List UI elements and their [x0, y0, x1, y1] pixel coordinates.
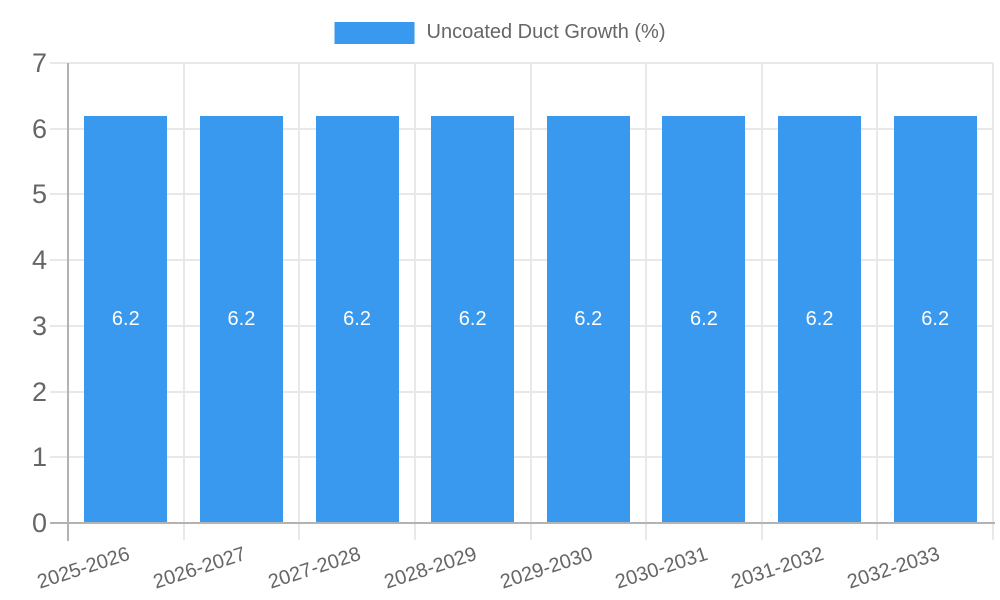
x-gridline — [413, 63, 416, 523]
bar-value-label: 6.2 — [805, 307, 834, 330]
y-tick-mark — [50, 390, 68, 393]
x-tick-mark — [529, 523, 532, 540]
bar-value-label: 6.2 — [343, 307, 371, 330]
bar-value-label: 6.2 — [574, 307, 603, 330]
x-tick-label: 2029-2030 — [497, 543, 596, 594]
bar-value-label: 6.2 — [921, 307, 950, 330]
x-tick-mark — [876, 523, 879, 540]
y-tick-label: 0 — [31, 508, 47, 538]
x-tick-label: 2025-2026 — [34, 543, 133, 594]
bar-value-label: 6.2 — [690, 307, 718, 330]
bar[interactable]: 6.2 — [662, 115, 746, 523]
y-tick-mark — [50, 324, 68, 327]
x-axis-line — [68, 522, 995, 524]
bar[interactable]: 6.2 — [315, 115, 399, 523]
x-tick-mark — [760, 523, 763, 540]
x-gridline — [529, 63, 532, 523]
x-tick-mark — [298, 523, 301, 540]
bar[interactable]: 6.2 — [893, 115, 977, 523]
y-tick-mark — [50, 259, 68, 262]
bar[interactable]: 6.2 — [199, 115, 283, 523]
y-tick-mark — [50, 193, 68, 196]
y-tick-mark — [50, 522, 68, 524]
x-tick-label: 2032-2033 — [844, 543, 942, 594]
x-tick-label: 2028-2029 — [381, 543, 480, 594]
y-tick-label: 3 — [31, 310, 47, 341]
bar-value-label: 6.2 — [111, 307, 140, 330]
x-tick-mark — [992, 523, 994, 540]
y-tick-mark — [50, 127, 68, 130]
y-tick-label: 4 — [31, 245, 47, 276]
y-tick-label: 6 — [31, 113, 47, 144]
y-tick-label: 2 — [31, 376, 47, 407]
x-tick-label: 2027-2028 — [266, 543, 364, 594]
y-tick-mark — [50, 62, 68, 64]
bar[interactable]: 6.2 — [546, 115, 630, 523]
x-tick-label: 2026-2027 — [150, 543, 249, 594]
legend-item[interactable]: Uncoated Duct Growth (%) — [334, 21, 666, 44]
y-tick-label: 7 — [31, 48, 47, 78]
x-gridline — [298, 63, 301, 523]
x-gridline — [645, 63, 648, 523]
bar[interactable]: 6.2 — [84, 115, 168, 523]
x-gridline — [760, 63, 763, 523]
x-tick-mark — [645, 523, 648, 540]
bar-value-label: 6.2 — [227, 307, 256, 330]
legend-swatch-icon — [334, 21, 415, 44]
bar-value-label: 6.2 — [458, 307, 487, 330]
x-tick-label: 2031-2032 — [728, 543, 827, 594]
y-tick-label: 5 — [31, 179, 47, 210]
y-tick-mark — [50, 456, 68, 459]
x-tick-label: 2030-2031 — [612, 543, 711, 594]
y-axis-line — [67, 63, 69, 541]
x-tick-mark — [182, 523, 185, 540]
x-tick-mark — [413, 523, 416, 540]
x-gridline — [876, 63, 879, 523]
legend-label: Uncoated Duct Growth (%) — [426, 21, 666, 43]
bar[interactable]: 6.2 — [431, 115, 515, 523]
bar[interactable]: 6.2 — [778, 115, 862, 523]
x-gridline — [992, 63, 994, 523]
x-gridline — [182, 63, 185, 523]
y-tick-label: 1 — [31, 442, 47, 473]
